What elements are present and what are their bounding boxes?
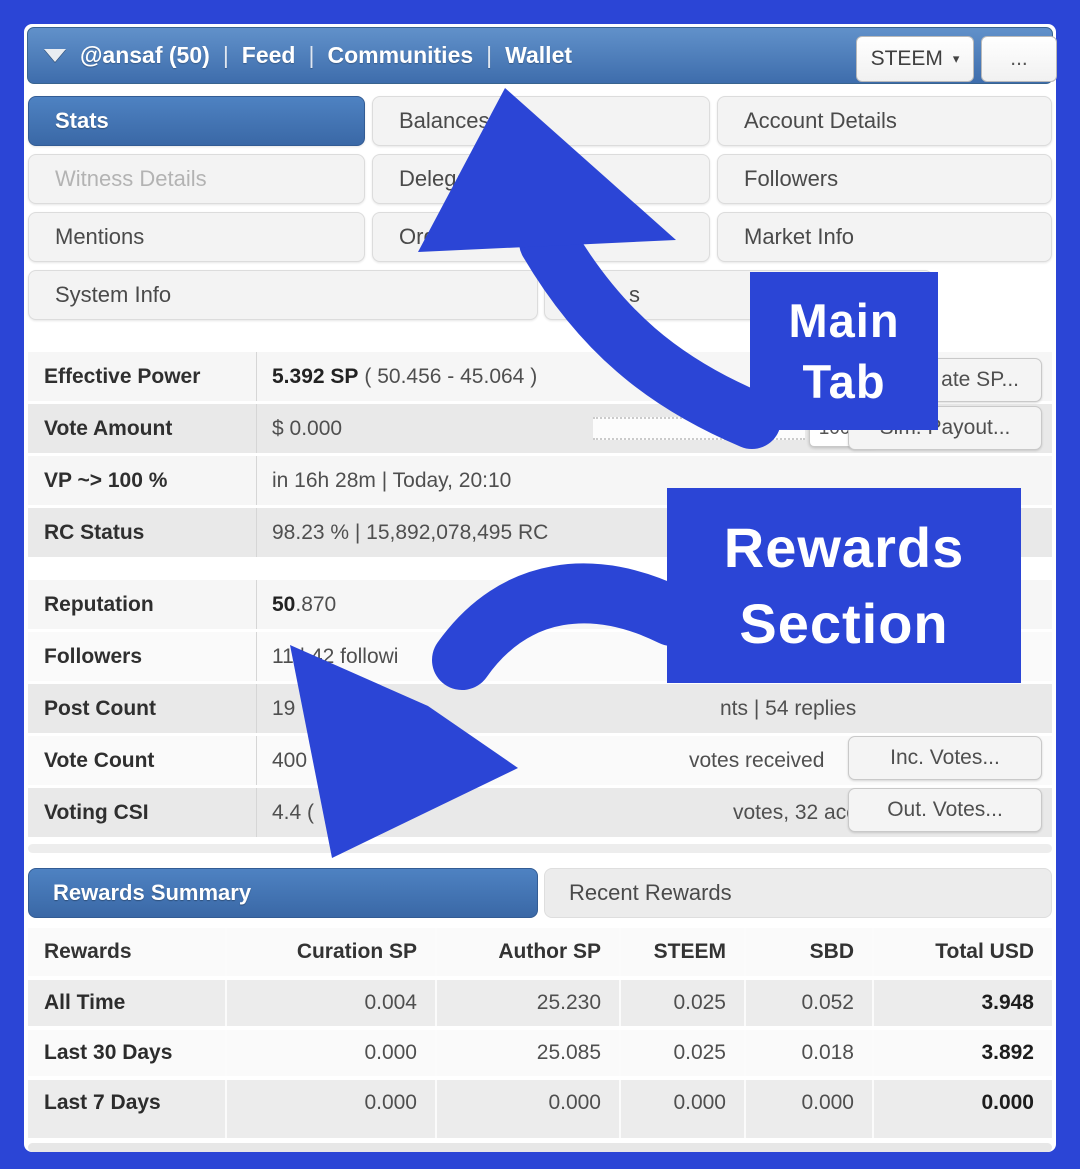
nav-link-feed[interactable]: Feed — [241, 42, 296, 68]
tab-orders[interactable]: Ord — [372, 212, 710, 262]
cell-total-usd: 3.892 — [872, 1030, 1052, 1076]
header-separator: | — [222, 42, 229, 68]
stat-row-reputation: Reputation 50.870 — [28, 580, 1052, 629]
incoming-votes-button[interactable]: Inc. Votes... — [848, 736, 1042, 780]
stat-label: Post Count — [28, 684, 257, 733]
nav-link-communities[interactable]: Communities — [327, 42, 474, 68]
cell-total-usd: 3.948 — [872, 980, 1052, 1026]
stat-label: RC Status — [28, 508, 257, 557]
cell-curation-sp: 0.000 — [225, 1080, 435, 1126]
caret-down-icon: ▾ — [952, 51, 960, 66]
cell-author-sp: 25.085 — [435, 1030, 619, 1076]
cell-total-usd: 0.000 — [872, 1080, 1052, 1126]
account-dropdown-icon[interactable] — [44, 49, 66, 62]
header-separator: | — [308, 42, 315, 68]
account-name[interactable]: @ansaf (50) — [80, 42, 210, 68]
cell-sbd: 0.018 — [744, 1030, 872, 1076]
cell-author-sp: 0.000 — [435, 1080, 619, 1126]
stat-value-fragment: nts | 54 replies — [720, 696, 857, 720]
section-divider — [28, 844, 1052, 853]
sim-payout-button[interactable]: Sim. Payout... — [848, 406, 1042, 450]
stat-label: Effective Power — [28, 352, 257, 401]
tab-stats[interactable]: Stats — [28, 96, 365, 146]
tab-recent-rewards[interactable]: Recent Rewards — [544, 868, 1052, 918]
stat-label: VP ~> 100 % — [28, 456, 257, 505]
header-bar: @ansaf (50) | Feed | Communities | Walle… — [27, 27, 1057, 84]
cell-author-sp: 25.230 — [435, 980, 619, 1026]
stat-value-bold: 5.392 SP — [272, 364, 359, 388]
cell-curation-sp: 0.000 — [225, 1030, 435, 1076]
column-header: Curation SP — [225, 928, 435, 976]
tab-balances[interactable]: Balances — [372, 96, 710, 146]
stat-label: Voting CSI — [28, 788, 257, 837]
tab-account-details[interactable]: Account Details — [717, 96, 1052, 146]
table-row: All Time 0.004 25.230 0.025 0.052 3.948 — [28, 980, 1052, 1026]
stat-value: .870 — [295, 592, 337, 616]
stat-value-fragment: votes received — [689, 748, 825, 772]
cell-steem: 0.025 — [619, 1030, 744, 1076]
row-label: All Time — [44, 991, 126, 1014]
cell-sbd: 0.052 — [744, 980, 872, 1026]
column-header: SBD — [744, 928, 872, 976]
table-row: Last 30 Days 0.000 25.085 0.025 0.018 3.… — [28, 1030, 1052, 1076]
column-header: Total USD — [872, 928, 1052, 976]
stat-label: Followers — [28, 632, 257, 681]
table-row: Last 7 Days 0.000 0.000 0.000 0.000 0.00… — [28, 1080, 1052, 1126]
column-header: STEEM — [619, 928, 744, 976]
cut-off-table-row — [28, 1124, 1052, 1138]
stat-value-bold: 50 — [272, 592, 296, 616]
stat-label: Vote Amount — [28, 404, 257, 453]
header-separator: | — [486, 42, 493, 68]
row-label: Last 7 Days — [44, 1091, 161, 1114]
nav-link-wallet[interactable]: Wallet — [505, 42, 573, 68]
cell-steem: 0.025 — [619, 980, 744, 1026]
stat-value: 4.4 ( — [272, 800, 315, 824]
panel-bottom-edge — [28, 1143, 1052, 1152]
row-label: Last 30 Days — [44, 1041, 173, 1064]
tab-market-info[interactable]: Market Info — [717, 212, 1052, 262]
tab-system-info[interactable]: System Info — [28, 270, 538, 320]
stat-value: 98.23 % | 15,892,078,495 RC — [272, 520, 549, 544]
stat-label: Vote Count — [28, 736, 257, 785]
column-header: Rewards — [44, 940, 132, 963]
stat-value: 400 — [272, 748, 308, 772]
stat-value: in 16h 28m | Today, 20:10 — [272, 468, 512, 492]
rewards-header-row: Rewards Curation SP Author SP STEEM SBD … — [28, 928, 1052, 976]
stat-row-post-count: Post Count 19 nts | 54 replies — [28, 684, 1052, 733]
tab-hidden-partial[interactable]: s — [544, 270, 933, 320]
stat-value: ( 50.456 - 45.064 ) — [364, 364, 538, 388]
column-header: Author SP — [435, 928, 619, 976]
stat-row-vp: VP ~> 100 % in 16h 28m | Today, 20:10 — [28, 456, 1052, 505]
tab-mentions[interactable]: Mentions — [28, 212, 365, 262]
tab-followers[interactable]: Followers — [717, 154, 1052, 204]
vote-amount-slider[interactable] — [593, 417, 805, 440]
stat-value: 11 | 42 followi — [272, 644, 399, 668]
tab-delegations[interactable]: Delega — [372, 154, 710, 204]
app-panel: @ansaf (50) | Feed | Communities | Walle… — [24, 24, 1057, 1152]
stat-row-followers: Followers 11 | 42 followi — [28, 632, 1052, 681]
currency-select[interactable]: STEEM ▾ — [856, 36, 974, 82]
cell-steem: 0.000 — [619, 1080, 744, 1126]
more-options-button[interactable]: ... — [981, 36, 1057, 82]
cell-curation-sp: 0.004 — [225, 980, 435, 1026]
delegate-sp-button[interactable]: ate SP... — [848, 358, 1042, 402]
tab-rewards-summary[interactable]: Rewards Summary — [28, 868, 538, 918]
stat-value: 19 — [272, 696, 296, 720]
cell-sbd: 0.000 — [744, 1080, 872, 1126]
stat-label: Reputation — [28, 580, 257, 629]
stat-row-rc: RC Status 98.23 % | 15,892,078,495 RC — [28, 508, 1052, 557]
outgoing-votes-button[interactable]: Out. Votes... — [848, 788, 1042, 832]
tab-witness-details[interactable]: Witness Details — [28, 154, 365, 204]
stat-value: $ 0.000 — [272, 416, 343, 440]
currency-select-value: STEEM — [870, 47, 943, 70]
